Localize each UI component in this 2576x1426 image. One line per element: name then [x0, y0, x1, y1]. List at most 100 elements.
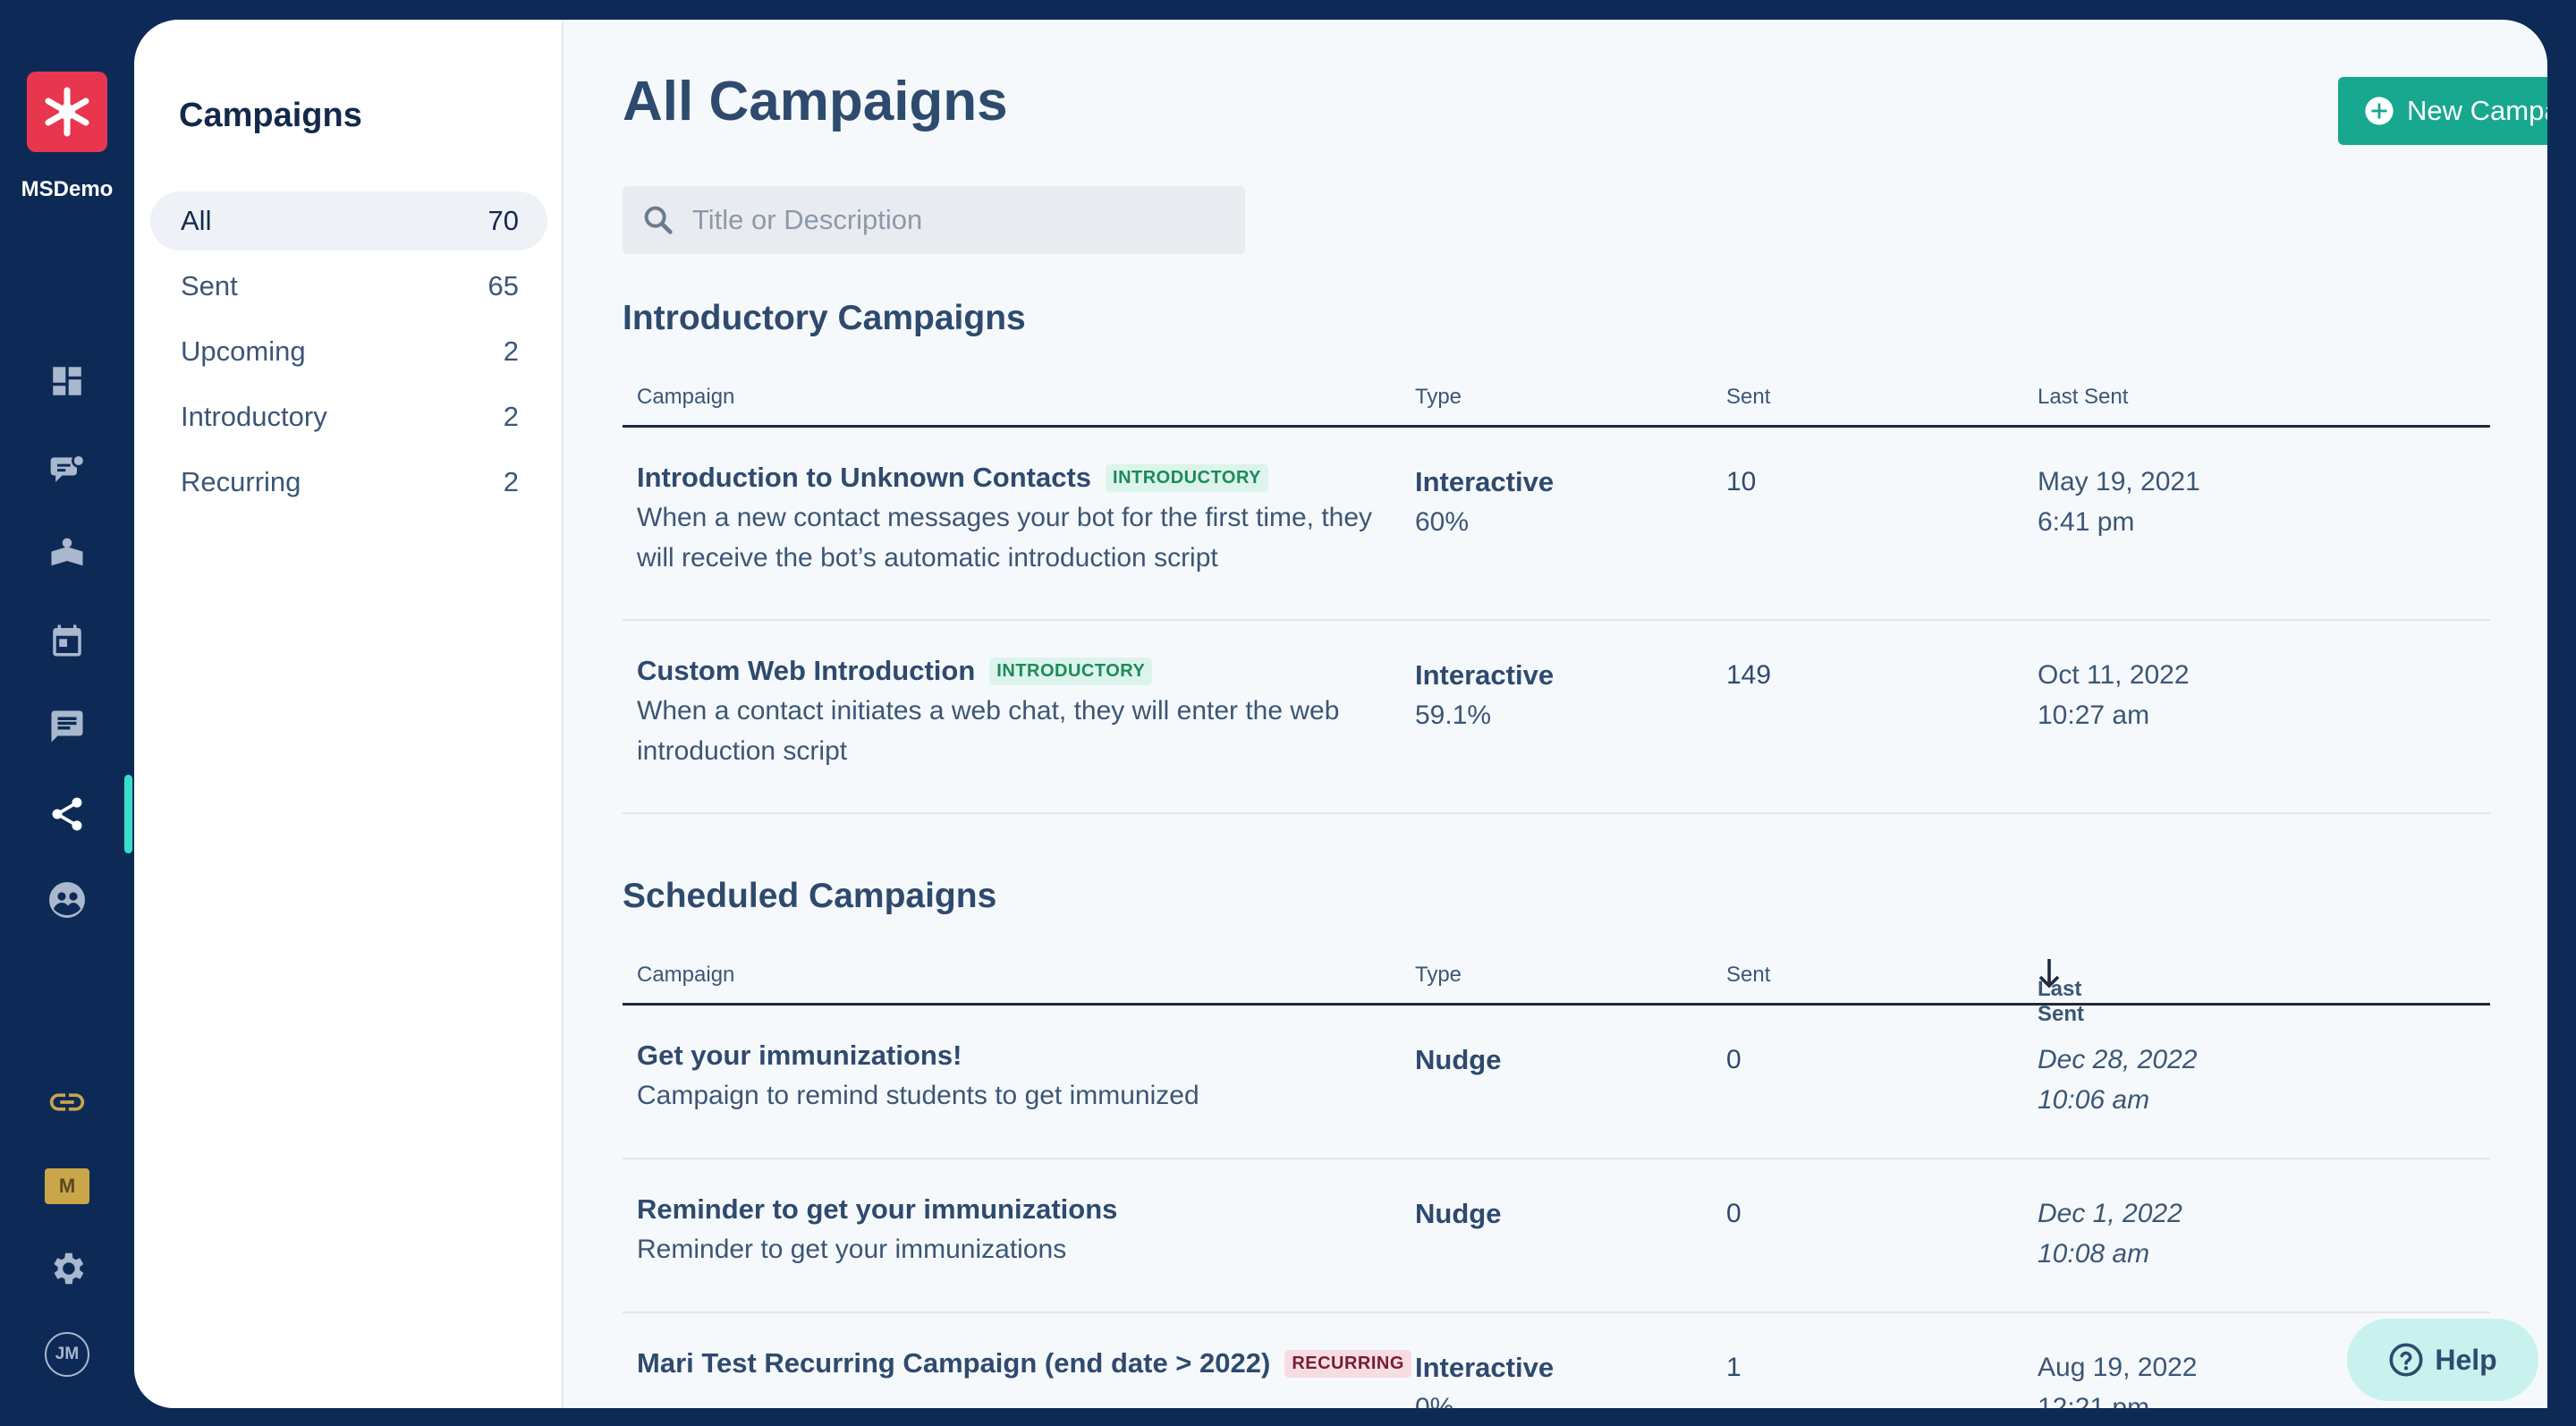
campaign-type: Nudge: [1415, 1198, 1502, 1229]
help-button[interactable]: Help: [2347, 1319, 2538, 1401]
filter-upcoming[interactable]: Upcoming 2: [150, 322, 547, 381]
campaign-type-rate: 59.1%: [1415, 700, 1492, 730]
page-title: All Campaigns: [623, 71, 1008, 132]
type-cell: Interactive 59.1%: [1415, 655, 1554, 735]
scheduled-table: Campaign Type Sent Last Sent Get your im…: [623, 943, 2490, 1408]
messages-icon[interactable]: [40, 700, 94, 753]
table-row[interactable]: Mari Test Recurring Campaign (end date >…: [623, 1313, 2490, 1408]
intro-section-title: Introductory Campaigns: [623, 299, 1026, 337]
scheduled-time: 10:08 am: [2038, 1239, 2150, 1269]
dashboard-icon[interactable]: [40, 354, 94, 408]
campaign-description: Reminder to get your immunizations: [637, 1235, 1067, 1264]
campaign-type: Interactive: [1415, 466, 1555, 497]
table-row[interactable]: Custom Web Introduction INTRODUCTORY Whe…: [623, 621, 2490, 814]
filter-all[interactable]: All 70: [150, 191, 547, 250]
sent-count: 1: [1726, 1353, 1741, 1382]
last-sent-cell: May 19, 2021 6:41 pm: [2038, 462, 2200, 542]
last-sent-cell: Dec 28, 2022 10:06 am: [2038, 1040, 2197, 1120]
filter-recurring[interactable]: Recurring 2: [150, 453, 547, 512]
campaign-cell: Introduction to Unknown Contacts INTRODU…: [637, 462, 1379, 578]
campaign-type-rate: 60%: [1415, 507, 1470, 537]
help-icon: [2389, 1343, 2423, 1377]
introductory-badge: INTRODUCTORY: [1106, 463, 1269, 492]
campaigns-share-icon[interactable]: [40, 787, 94, 841]
filter-count: 65: [487, 270, 519, 301]
campaign-name[interactable]: Reminder to get your immunizations: [637, 1193, 1118, 1225]
last-sent-time: 12:21 pm: [2038, 1393, 2150, 1408]
filter-count: 2: [503, 466, 519, 497]
org-name: MSDemo: [21, 177, 114, 201]
type-cell: Interactive 60%: [1415, 462, 1554, 542]
scheduled-section-title: Scheduled Campaigns: [623, 877, 997, 915]
recurring-badge: RECURRING: [1284, 1349, 1411, 1378]
campaign-description: When a new contact messages your bot for…: [637, 503, 1373, 573]
filter-label: All: [181, 205, 212, 236]
rail-active-indicator: [124, 775, 132, 853]
m-badge-icon[interactable]: M: [40, 1159, 94, 1213]
filter-label: Sent: [181, 270, 238, 301]
campaign-type: Interactive: [1415, 659, 1555, 691]
filter-count: 2: [503, 335, 519, 367]
last-sent-cell: Oct 11, 2022 10:27 am: [2038, 655, 2190, 735]
sent-count: 10: [1726, 467, 1757, 497]
campaign-name[interactable]: Get your immunizations!: [637, 1040, 962, 1071]
header-last-sent[interactable]: Last Sent: [2038, 385, 2129, 409]
filter-sent[interactable]: Sent 65: [150, 257, 547, 316]
header-last-sent-label: Last Sent: [2038, 977, 2085, 1026]
campaign-name[interactable]: Custom Web Introduction: [637, 655, 976, 686]
link-icon[interactable]: [40, 1075, 94, 1129]
header-type[interactable]: Type: [1415, 963, 1462, 987]
content-area: All Campaigns New Campaign Introductory …: [564, 20, 2547, 1408]
header-campaign[interactable]: Campaign: [637, 963, 735, 987]
campaign-cell: Mari Test Recurring Campaign (end date >…: [637, 1347, 1411, 1379]
introductory-badge: INTRODUCTORY: [989, 657, 1153, 685]
search-box[interactable]: [623, 186, 1245, 254]
campaign-type: Nudge: [1415, 1044, 1502, 1075]
user-avatar[interactable]: JM: [40, 1328, 94, 1381]
filter-count: 70: [487, 205, 519, 236]
scheduled-date: Dec 1, 2022: [2038, 1199, 2182, 1228]
filter-label: Upcoming: [181, 335, 306, 367]
last-sent-date: Aug 19, 2022: [2038, 1353, 2198, 1382]
header-last-sent-sorted[interactable]: Last Sent: [2038, 957, 2084, 1026]
table-row[interactable]: Get your immunizations! Campaign to remi…: [623, 1006, 2490, 1159]
table-row[interactable]: Reminder to get your immunizations Remin…: [623, 1159, 2490, 1313]
last-sent-date: Oct 11, 2022: [2038, 660, 2190, 690]
knowledge-book-icon[interactable]: [40, 528, 94, 581]
last-sent-time: 6:41 pm: [2038, 507, 2135, 537]
logo-icon[interactable]: [27, 72, 107, 152]
chat-bubbles-icon[interactable]: [40, 444, 94, 497]
filter-list: All 70 Sent 65 Upcoming 2 Introductory 2…: [150, 191, 547, 518]
last-sent-time: 10:27 am: [2038, 700, 2150, 730]
sidebar-title: Campaigns: [179, 97, 362, 134]
last-sent-cell: Dec 1, 2022 10:08 am: [2038, 1193, 2182, 1274]
header-sent[interactable]: Sent: [1726, 385, 1771, 409]
campaign-cell: Get your immunizations! Campaign to remi…: [637, 1040, 1379, 1116]
campaign-name[interactable]: Introduction to Unknown Contacts: [637, 462, 1092, 493]
table-row[interactable]: Introduction to Unknown Contacts INTRODU…: [623, 428, 2490, 621]
search-icon: [644, 206, 673, 234]
campaign-type: Interactive: [1415, 1352, 1555, 1383]
contacts-icon[interactable]: [40, 873, 94, 927]
scheduled-date: Dec 28, 2022: [2038, 1045, 2198, 1074]
search-input[interactable]: [692, 204, 1229, 236]
header-campaign[interactable]: Campaign: [637, 385, 735, 409]
type-cell: Interactive 0%: [1415, 1347, 1554, 1408]
campaigns-sidebar: Campaigns All 70 Sent 65 Upcoming 2 Intr…: [134, 20, 564, 1408]
header-type[interactable]: Type: [1415, 385, 1462, 409]
filter-count: 2: [503, 401, 519, 432]
gear-icon[interactable]: [40, 1242, 94, 1295]
calendar-icon[interactable]: [40, 614, 94, 667]
filter-introductory[interactable]: Introductory 2: [150, 387, 547, 446]
scheduled-time: 10:06 am: [2038, 1085, 2150, 1115]
sent-count: 0: [1726, 1045, 1741, 1074]
campaign-type-rate: 0%: [1415, 1393, 1454, 1408]
new-campaign-button[interactable]: New Campaign: [2338, 77, 2547, 145]
campaign-name[interactable]: Mari Test Recurring Campaign (end date >…: [637, 1347, 1271, 1379]
campaign-cell: Reminder to get your immunizations Remin…: [637, 1193, 1379, 1269]
header-sent[interactable]: Sent: [1726, 963, 1771, 987]
last-sent-cell: Aug 19, 2022 12:21 pm: [2038, 1347, 2198, 1408]
filter-label: Recurring: [181, 466, 301, 497]
filter-label: Introductory: [181, 401, 327, 432]
campaign-cell: Custom Web Introduction INTRODUCTORY Whe…: [637, 655, 1379, 771]
